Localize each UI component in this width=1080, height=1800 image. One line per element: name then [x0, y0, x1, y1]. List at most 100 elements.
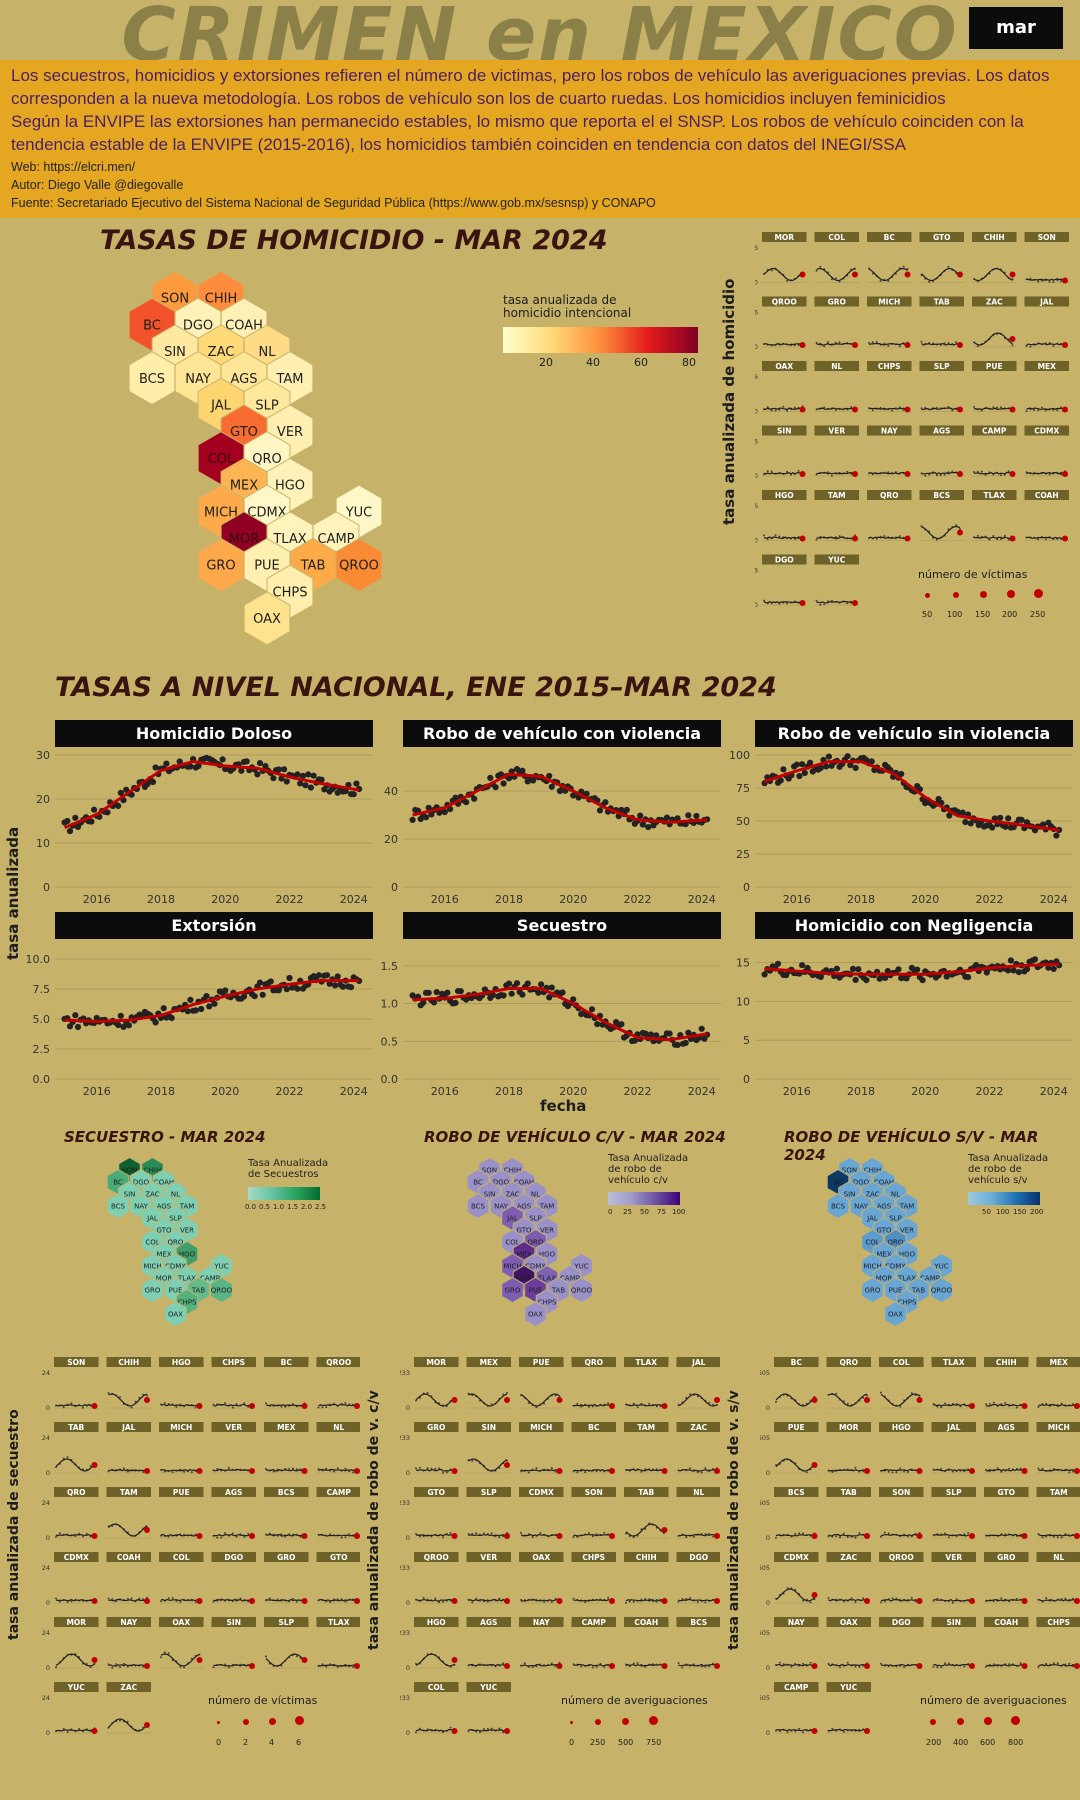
hex-label: NL — [531, 1191, 540, 1199]
trend-line — [108, 1598, 148, 1602]
latest-point — [916, 1663, 923, 1669]
latest-point — [661, 1598, 668, 1604]
web-link[interactable]: Web: https://elcri.men/ — [11, 160, 136, 174]
facet-strip — [211, 1487, 256, 1497]
facet-label: PUE — [533, 1358, 550, 1367]
data-point — [55, 1597, 57, 1600]
small-multiple-slp: SLP — [466, 1487, 511, 1539]
facet-strip — [1036, 1487, 1080, 1497]
data-point — [294, 985, 301, 992]
facet-label: SLP — [481, 1488, 497, 1497]
data-point — [708, 1401, 711, 1404]
data-point — [295, 1600, 298, 1603]
size-legend-dot — [622, 1718, 629, 1725]
data-point — [160, 1600, 162, 1603]
x-tick-label: 2022 — [623, 1085, 651, 1098]
data-point — [871, 341, 874, 344]
data-point — [216, 1536, 219, 1539]
size-legend-dot — [269, 1718, 276, 1725]
latest-point — [144, 1722, 150, 1728]
trend-line — [160, 1533, 200, 1537]
data-point — [142, 1598, 145, 1601]
latest-point — [301, 1468, 308, 1474]
latest-point — [957, 529, 963, 536]
data-point — [963, 1533, 966, 1536]
data-point — [339, 983, 347, 990]
legend-tick: 25 — [623, 1208, 632, 1216]
hex-label: TAB — [191, 1287, 206, 1295]
facet-strip — [1036, 1357, 1080, 1367]
data-point — [819, 265, 822, 268]
data-point — [467, 1392, 470, 1395]
facet-label: MICH — [1048, 1423, 1070, 1432]
trend-line — [921, 407, 961, 411]
facet-strip — [466, 1682, 511, 1692]
data-point — [1056, 1536, 1059, 1539]
data-point — [984, 473, 987, 476]
data-point — [997, 814, 1004, 821]
legend-tick: 2.5 — [315, 1203, 327, 1211]
latest-point — [1074, 1468, 1080, 1474]
data-point — [932, 1403, 935, 1405]
small-multiple-jal: JAL — [676, 1357, 720, 1409]
latest-point — [714, 1663, 720, 1669]
facet-strip — [159, 1617, 204, 1627]
data-point — [482, 1728, 485, 1731]
facet-label: MEX — [1050, 1358, 1069, 1367]
data-point — [798, 1532, 801, 1535]
facet-label: YUC — [67, 1683, 86, 1692]
data-point — [809, 1661, 812, 1664]
small-multiple-oax: OAX2160 — [755, 361, 807, 416]
data-point — [254, 771, 261, 778]
facet-strip — [762, 361, 807, 371]
trend-line — [318, 1663, 358, 1667]
data-point — [708, 1665, 711, 1668]
intro-line: Los secuestros, homicidios y extorsiones… — [11, 66, 1050, 85]
latest-point — [354, 1663, 360, 1669]
small-multiple-ver: VER — [466, 1552, 511, 1604]
data-point — [184, 1008, 191, 1015]
data-point — [130, 1597, 133, 1600]
data-point — [88, 818, 95, 825]
facet-strip — [931, 1487, 976, 1497]
data-point — [163, 760, 170, 767]
latest-point — [301, 1598, 308, 1604]
data-point — [119, 1396, 121, 1399]
facet-strip — [984, 1617, 1029, 1627]
data-point — [786, 279, 789, 282]
latest-point — [144, 1663, 150, 1669]
data-point — [1007, 957, 1015, 964]
data-point — [967, 1531, 970, 1534]
data-point — [317, 1406, 320, 1409]
y-max-label: 24 — [42, 1629, 50, 1637]
data-point — [778, 1661, 781, 1664]
data-point — [963, 1665, 966, 1668]
legend-tick: 80 — [682, 356, 696, 369]
data-point — [689, 1393, 692, 1396]
small-multiple-zac: ZAC — [972, 296, 1017, 348]
data-point — [1060, 1402, 1063, 1405]
data-point — [823, 406, 826, 409]
data-point — [799, 962, 806, 969]
legend-tick: 50 — [640, 1208, 649, 1216]
hex-label: COAH — [514, 1179, 534, 1187]
data-point — [951, 1601, 954, 1604]
facet-strip — [414, 1617, 459, 1627]
data-point — [418, 1727, 421, 1730]
hex-label: SIN — [844, 1191, 856, 1199]
data-point — [550, 1601, 553, 1603]
rvcv-sm-ylabel-wrap: tasa anualizada de robo de v. c/v — [366, 1390, 386, 1650]
small-multiple-sin: SIN — [466, 1422, 511, 1474]
hex-label: GTO — [877, 1227, 892, 1235]
small-multiple-bc: BC — [264, 1357, 309, 1409]
facet-label: VER — [945, 1553, 962, 1562]
small-multiple-zac: ZAC — [826, 1552, 871, 1604]
y-max-label: 605 — [760, 1629, 770, 1637]
facet-label: SON — [585, 1488, 603, 1497]
facet-label: BC — [281, 1358, 293, 1367]
data-point — [1025, 410, 1028, 413]
latest-point — [144, 1598, 150, 1604]
data-point — [281, 766, 288, 773]
data-point — [677, 1662, 680, 1665]
data-point — [58, 1532, 61, 1535]
